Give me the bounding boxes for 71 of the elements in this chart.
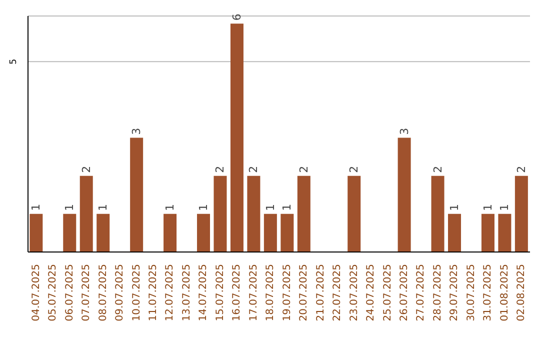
data-label: 1 xyxy=(481,204,494,211)
bar xyxy=(164,214,177,252)
x-tick-label: 20.07.2025 xyxy=(298,264,310,322)
bar xyxy=(96,214,110,252)
x-tick-label: 22.07.2025 xyxy=(332,264,344,322)
x-tick-label: 21.07.2025 xyxy=(315,264,326,322)
bar xyxy=(264,214,277,252)
data-label: 1 xyxy=(280,204,294,211)
data-label: 1 xyxy=(30,204,43,211)
x-tick-label: 28.07.2025 xyxy=(432,264,444,322)
data-label: 1 xyxy=(164,204,177,211)
data-label: 1 xyxy=(448,204,462,211)
bar xyxy=(197,214,210,252)
x-tick-label: 09.07.2025 xyxy=(114,264,126,322)
data-label: 2 xyxy=(348,166,361,173)
data-label: 2 xyxy=(247,166,260,173)
x-tick-label: 06.07.2025 xyxy=(64,264,76,322)
bar xyxy=(481,214,494,252)
bar xyxy=(80,176,93,252)
data-label: 2 xyxy=(80,166,93,173)
data-label: 1 xyxy=(197,204,210,211)
x-tick-label: 07.07.2025 xyxy=(81,264,92,322)
bar xyxy=(130,138,144,252)
bar xyxy=(398,138,411,252)
x-tick-label: 02.08.2025 xyxy=(516,264,528,322)
bar xyxy=(280,214,294,252)
x-tick-label: 29.07.2025 xyxy=(449,264,460,322)
x-tick-label: 10.07.2025 xyxy=(131,264,142,322)
bar xyxy=(30,214,43,252)
bar xyxy=(297,176,310,252)
x-tick-label: 08.07.2025 xyxy=(98,264,109,322)
data-label: 6 xyxy=(230,14,244,21)
bar xyxy=(63,214,76,252)
data-label: 2 xyxy=(514,166,528,173)
x-tick-label: 13.07.2025 xyxy=(181,264,192,322)
data-label: 1 xyxy=(498,204,512,211)
data-label: 2 xyxy=(214,166,227,173)
bar xyxy=(214,176,227,252)
x-tick-label: 16.07.2025 xyxy=(232,264,243,322)
bar xyxy=(514,176,528,252)
data-label: 1 xyxy=(96,204,110,211)
bar xyxy=(230,24,244,252)
x-tick-label: 11.07.2025 xyxy=(148,264,159,322)
data-label: 2 xyxy=(431,166,444,173)
x-tick-label: 01.08.2025 xyxy=(499,264,510,322)
x-tick-label: 23.07.2025 xyxy=(348,264,360,322)
x-tick-label: 19.07.2025 xyxy=(282,264,293,322)
x-tick-label: 14.07.2025 xyxy=(198,264,210,322)
bar xyxy=(247,176,260,252)
x-tick-label: 05.07.2025 xyxy=(48,264,59,322)
bar xyxy=(448,214,462,252)
bar xyxy=(348,176,361,252)
x-tick-label: 26.07.2025 xyxy=(399,264,410,322)
x-tick-label: 04.07.2025 xyxy=(30,264,42,322)
x-tick-label: 24.07.2025 xyxy=(366,264,377,322)
data-label: 3 xyxy=(398,128,411,135)
x-tick-label: 18.07.2025 xyxy=(265,264,276,322)
bar xyxy=(498,214,512,252)
data-label: 1 xyxy=(264,204,277,211)
bar xyxy=(431,176,444,252)
x-tick-label: 30.07.2025 xyxy=(466,264,477,322)
y-tick-label: 5 xyxy=(9,58,19,65)
x-tick-label: 25.07.2025 xyxy=(382,264,394,322)
x-tick-label: 27.07.2025 xyxy=(416,264,427,322)
x-tick-label: 12.07.2025 xyxy=(164,264,176,322)
data-label: 2 xyxy=(297,166,310,173)
x-tick-label: 15.07.2025 xyxy=(214,264,226,322)
data-label: 1 xyxy=(63,204,76,211)
x-tick-label: 31.07.2025 xyxy=(482,264,494,322)
data-label: 3 xyxy=(130,128,144,135)
x-tick-label: 17.07.2025 xyxy=(248,264,260,322)
